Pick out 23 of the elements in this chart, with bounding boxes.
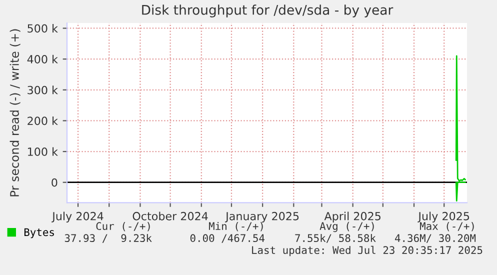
x-tick-label: October 2024 [132,212,208,220]
text: Avg (-/+) [320,222,374,232]
text: 37.93 / 9.23k [64,234,152,243]
text: 4.36M/ 30.20M [394,234,476,243]
text: Max (-/+) [420,222,474,232]
y-tick-label: 400 k [27,54,58,64]
x-tick-label: July 2025 [418,212,470,222]
x-tick-label: July 2024 [52,212,104,222]
text: 0.00 /467.54 [190,234,265,243]
legend-label: Bytes [24,228,54,238]
y-tick-label: 500 k [28,24,58,33]
y-tick-label: 100 k [28,147,58,156]
y-tick-label: 200 k [28,116,58,126]
text: Min (-/+) [208,222,263,232]
text: Cur (-/+) [96,222,150,232]
y-tick-label: 300 k [28,86,58,94]
text: 7.55k/ 58.58k [295,234,376,243]
x-tick-label: April 2025 [324,212,380,222]
y-tick-label: 0 [52,178,58,187]
chart-title: Disk throughput for /dev/sda - by year [142,4,394,18]
x-tick-label: January 2025 [225,212,299,222]
text: Last update: Wed Jul 23 20:35:17 2025 [252,246,482,256]
y-axis-title: Pr second read (-) / write (+) [10,29,20,196]
